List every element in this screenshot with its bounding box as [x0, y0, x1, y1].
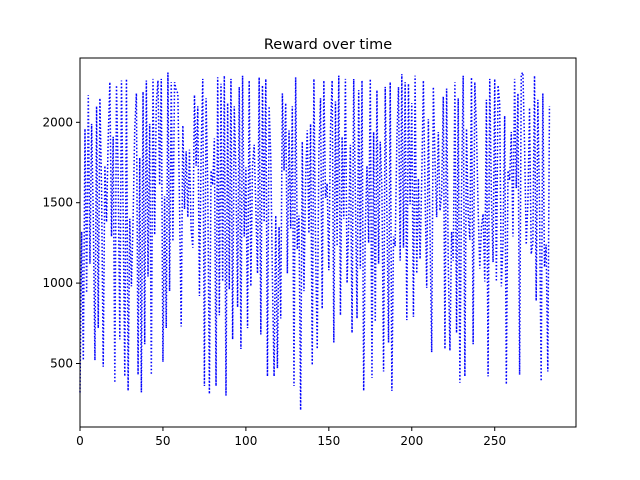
y-tick-label: 1500: [42, 196, 73, 210]
y-tick-label: 500: [50, 356, 73, 370]
x-tick-label: 200: [400, 434, 423, 448]
y-tick-label: 1000: [42, 276, 73, 290]
x-axis: 0 50 100 150 200 250: [76, 427, 506, 448]
y-tick-label: 2000: [42, 115, 73, 129]
series-layer: [79, 70, 551, 411]
x-tick-label: 0: [76, 434, 84, 448]
y-axis: 500 1000 1500 2000: [42, 115, 80, 370]
plot-frame: [79, 57, 577, 428]
x-tick-label: 100: [234, 434, 257, 448]
axes-layer: [79, 57, 577, 428]
x-tick-label: 50: [155, 434, 170, 448]
x-tick-label: 150: [317, 434, 340, 448]
series-line-reward: [79, 70, 551, 411]
x-tick-label: 250: [483, 434, 506, 448]
chart-title: Reward over time: [264, 37, 392, 53]
